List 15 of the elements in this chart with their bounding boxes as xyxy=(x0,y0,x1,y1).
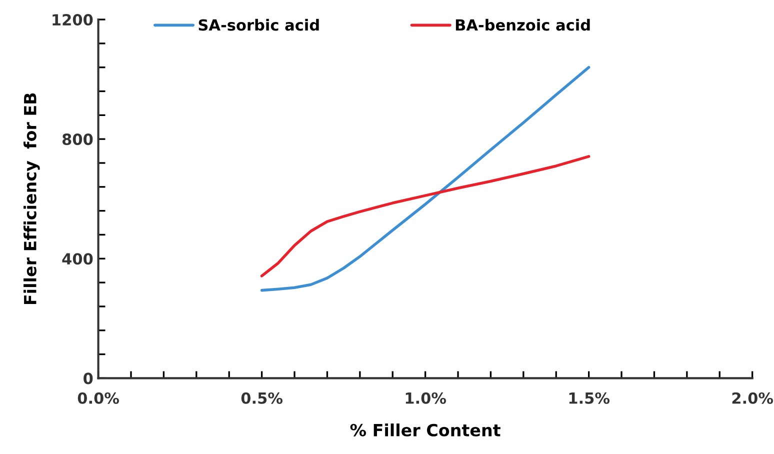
x-axis-title: % Filler Content xyxy=(350,424,500,436)
x-tick-label: 0.0% xyxy=(78,392,119,404)
line-series xyxy=(260,66,590,292)
x-tick-label: 1.5% xyxy=(569,392,610,404)
y-axis-title: Filler Efficiency for EB xyxy=(24,93,40,304)
y-tick-label: 0 xyxy=(84,372,93,384)
line-series xyxy=(260,155,590,278)
x-tick-label: 2.0% xyxy=(732,392,774,404)
y-tick-label: 1200 xyxy=(52,14,93,26)
y-tick-label: 400 xyxy=(62,253,93,265)
y-tick-label: 800 xyxy=(62,134,93,146)
legend-label: BA-benzoic acid xyxy=(456,18,590,31)
x-tick-label: 1.0% xyxy=(406,392,446,404)
x-tick-label: 0.5% xyxy=(241,392,283,404)
legend-label: SA-sorbic acid xyxy=(198,18,319,31)
